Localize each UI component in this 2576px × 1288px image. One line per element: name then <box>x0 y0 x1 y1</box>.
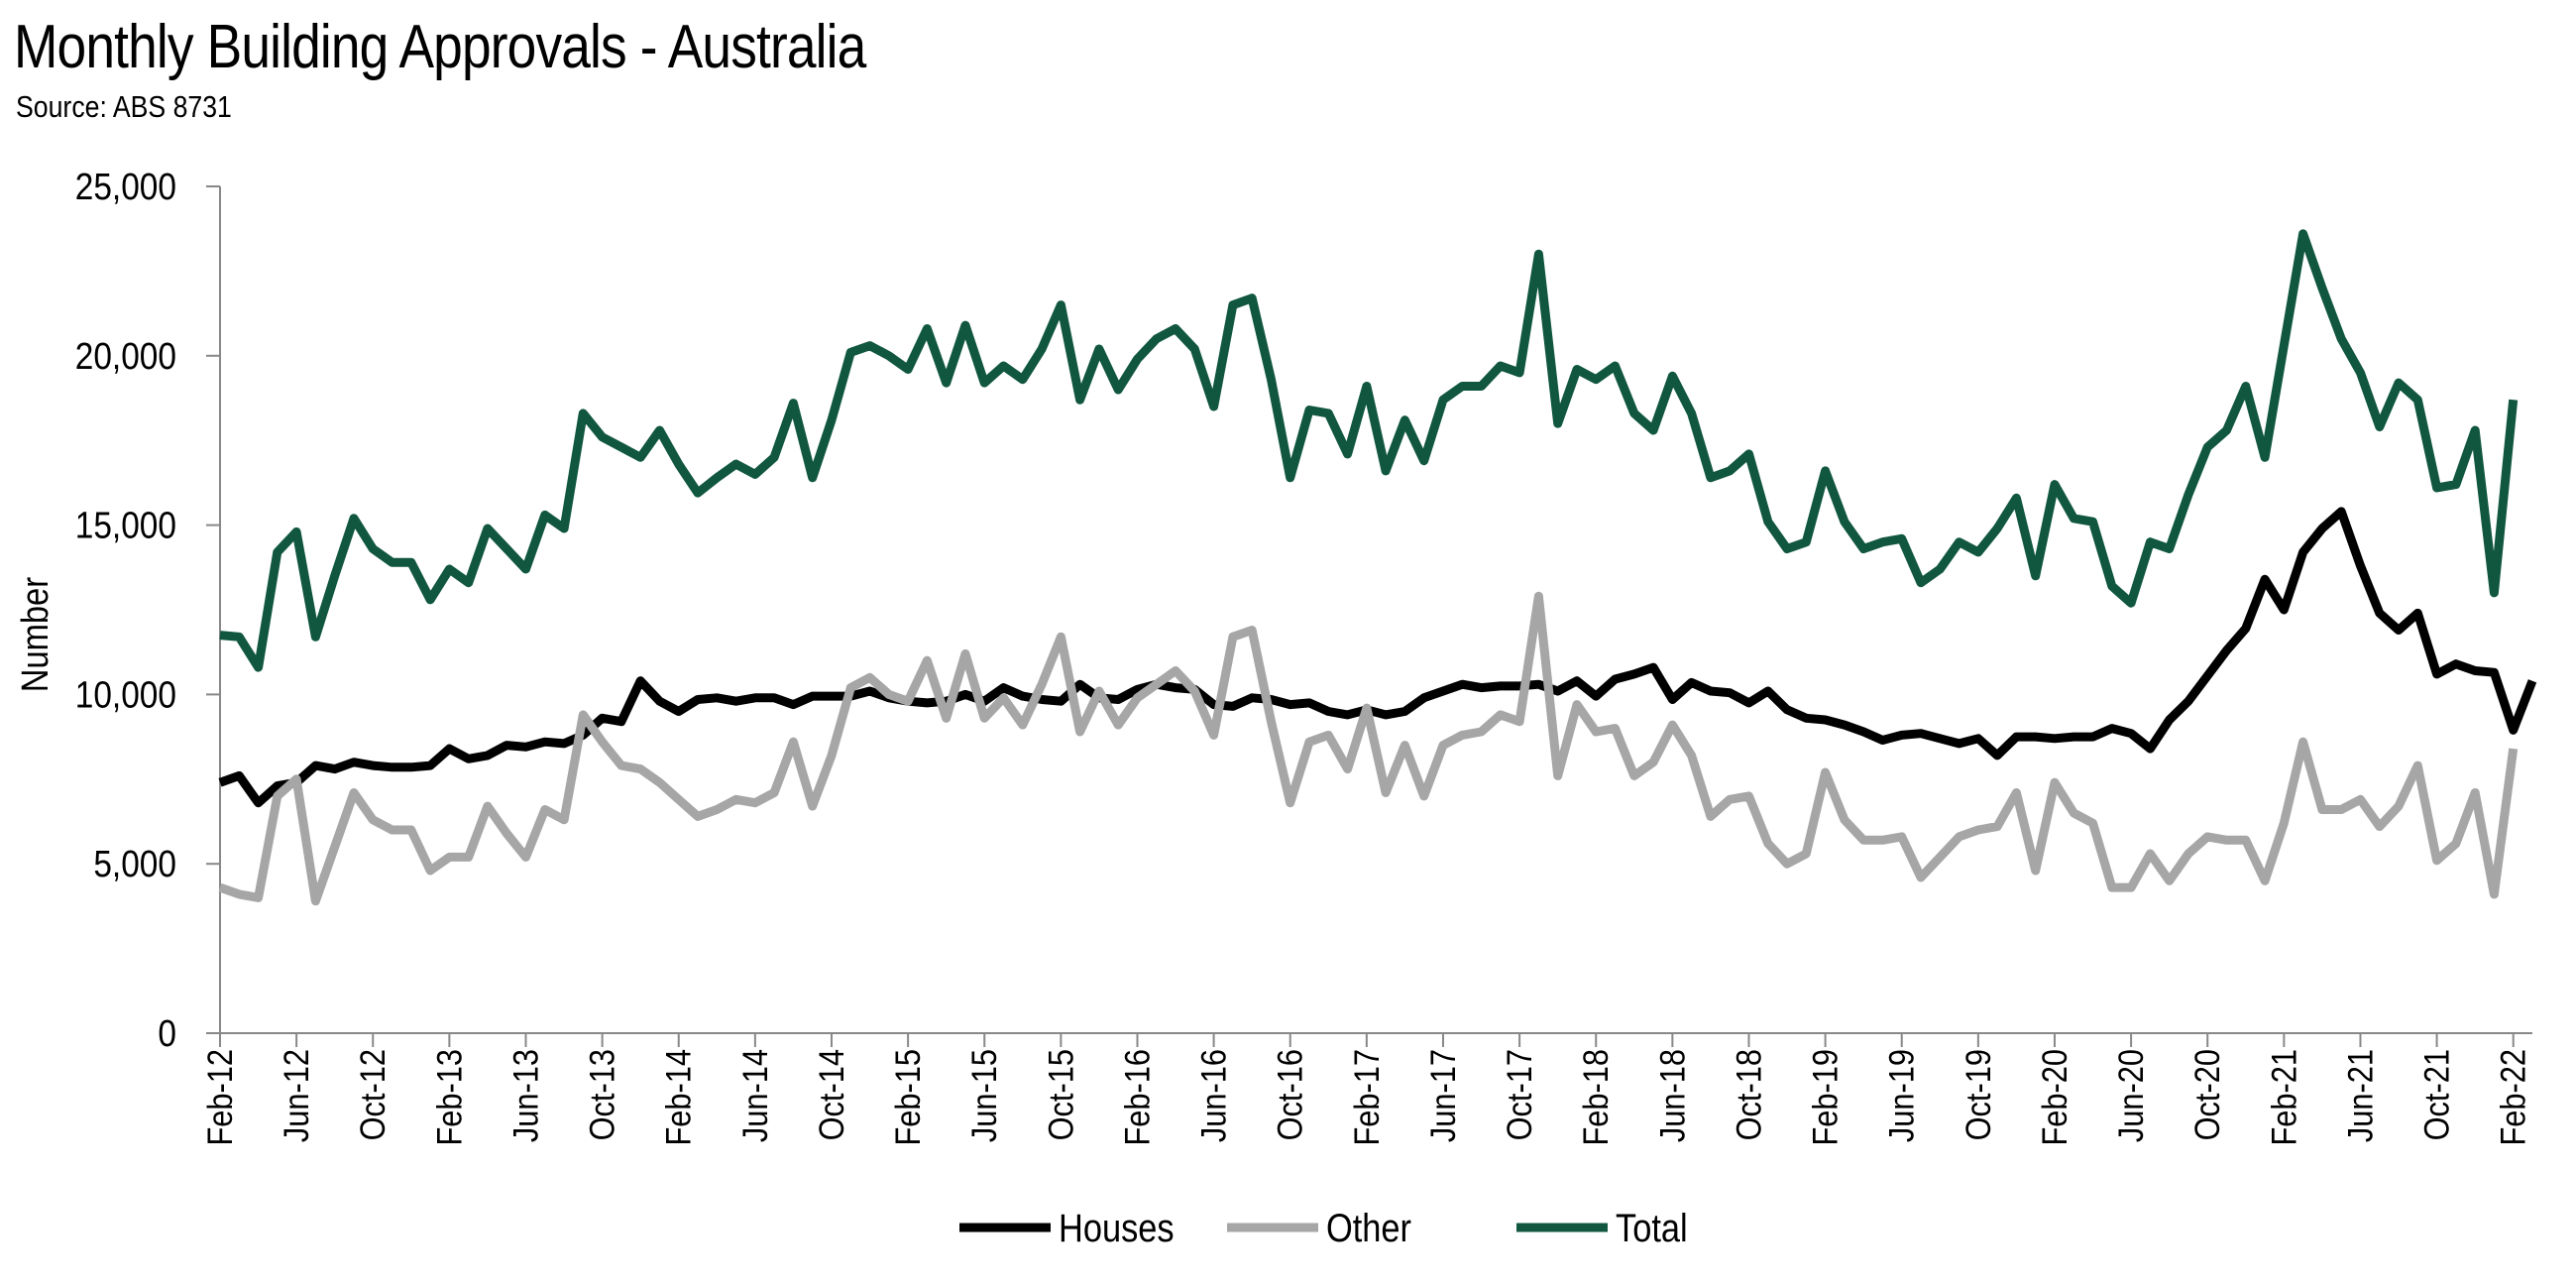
legend: Houses Other Total <box>959 1206 1688 1250</box>
x-tick-label: Oct-17 <box>1500 1049 1538 1140</box>
x-tick-label: Feb-20 <box>2035 1049 2073 1146</box>
x-tick-label: Feb-21 <box>2264 1049 2302 1146</box>
x-tick-label: Jun-16 <box>1194 1049 1233 1142</box>
series-line-total <box>219 229 2519 672</box>
legend-item-total: Total <box>1516 1206 1688 1250</box>
legend-label: Total <box>1616 1206 1688 1250</box>
x-tick-label: Feb-12 <box>200 1049 239 1146</box>
x-tick-label: Oct-12 <box>353 1049 392 1140</box>
y-tick-label: 25,000 <box>75 166 176 207</box>
legend-item-other: Other <box>1227 1206 1411 1250</box>
y-tick-label: 0 <box>158 1012 176 1054</box>
x-tick-label: Oct-14 <box>812 1049 850 1140</box>
x-tick-label: Oct-20 <box>2187 1049 2226 1140</box>
legend-label: Other <box>1326 1206 1411 1250</box>
x-axis-ticks: Feb-12 Jun-12 Oct-12 Feb-13 Jun-13 Oct-13 Feb-… <box>200 1033 2532 1146</box>
x-tick-label: Jun-15 <box>964 1049 1003 1142</box>
chart-title: Monthly Building Approvals - Australia <box>14 13 866 81</box>
x-tick-label: Oct-19 <box>1959 1049 1997 1140</box>
x-tick-label: Jun-17 <box>1423 1049 1462 1142</box>
chart-subtitle: Source: ABS 8731 <box>16 89 232 124</box>
x-tick-label: Jun-20 <box>2111 1049 2150 1142</box>
x-tick-label: Oct-15 <box>1042 1049 1080 1140</box>
x-tick-label: Jun-13 <box>506 1049 545 1142</box>
y-axis-title: Number <box>14 577 56 692</box>
y-tick-label: 5,000 <box>93 843 176 884</box>
x-tick-label: Feb-22 <box>2494 1049 2532 1146</box>
legend-label: Houses <box>1059 1206 1175 1250</box>
x-tick-label: Oct-18 <box>1730 1049 1768 1140</box>
y-tick-label: 10,000 <box>75 673 176 715</box>
axes <box>219 186 2532 1034</box>
y-tick-label: 15,000 <box>75 505 176 546</box>
x-tick-label: Feb-18 <box>1576 1049 1615 1146</box>
x-tick-label: Feb-16 <box>1118 1049 1157 1146</box>
x-tick-label: Jun-21 <box>2341 1049 2380 1142</box>
x-tick-label: Jun-19 <box>1882 1049 1921 1142</box>
x-tick-label: Jun-12 <box>277 1049 315 1142</box>
x-tick-label: Feb-17 <box>1347 1049 1386 1146</box>
x-tick-label: Feb-19 <box>1806 1049 1845 1146</box>
x-tick-label: Jun-18 <box>1653 1049 1692 1142</box>
x-tick-label: Feb-15 <box>888 1049 927 1146</box>
x-tick-label: Feb-13 <box>430 1049 469 1146</box>
x-tick-label: Oct-21 <box>2417 1049 2456 1140</box>
legend-item-houses: Houses <box>959 1206 1175 1250</box>
x-tick-label: Oct-13 <box>583 1049 621 1140</box>
series-line-other <box>218 591 2519 906</box>
series-lines <box>218 229 2537 906</box>
series-line-houses <box>218 507 2537 808</box>
x-tick-label: Jun-14 <box>735 1049 774 1142</box>
x-tick-label: Oct-16 <box>1271 1049 1309 1140</box>
y-tick-label: 20,000 <box>75 335 176 377</box>
y-axis-ticks: 0 5,000 10,000 15,000 20,000 25,000 <box>75 166 220 1054</box>
x-tick-label: Feb-14 <box>659 1049 698 1146</box>
